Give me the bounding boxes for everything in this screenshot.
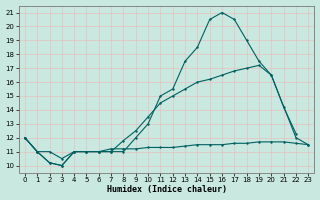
X-axis label: Humidex (Indice chaleur): Humidex (Indice chaleur) [107, 185, 227, 194]
